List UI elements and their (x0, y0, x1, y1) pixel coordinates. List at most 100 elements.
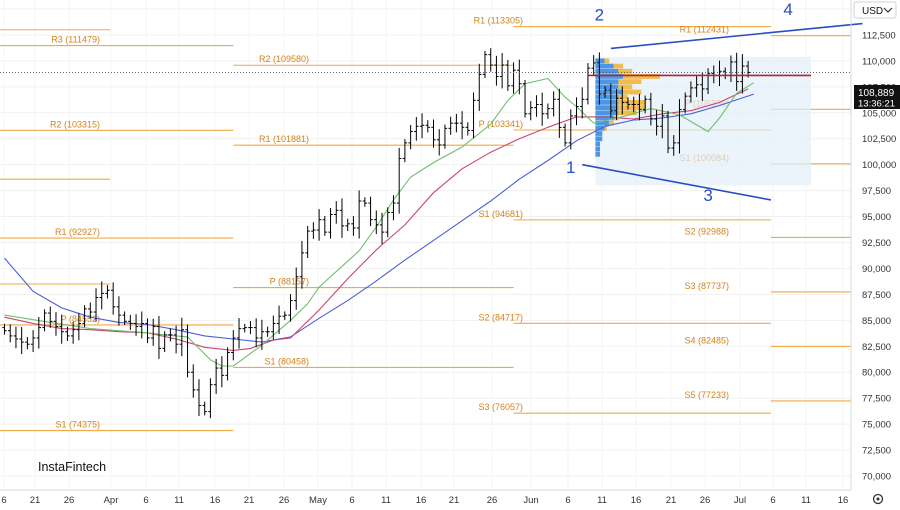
volume-bar-sell (609, 120, 614, 126)
candle (608, 83, 614, 118)
pivot-label: S1 (74375) (55, 420, 100, 430)
x-tick-label: 21 (244, 495, 255, 506)
chevron-down-icon (883, 7, 893, 13)
pivot-label: P (84552) (61, 314, 100, 324)
y-tick-label: 75,000 (862, 420, 891, 431)
candle (534, 95, 539, 117)
candle (242, 323, 247, 333)
candle (99, 281, 104, 310)
pivot-label: S2 (84717) (478, 312, 523, 322)
candle (208, 378, 213, 419)
volume-bar-sell (618, 105, 646, 110)
candle (614, 89, 619, 120)
candle (431, 119, 436, 148)
candle (151, 318, 156, 346)
volume-bar-buy (595, 146, 600, 152)
candle (740, 54, 745, 94)
candle (248, 321, 253, 335)
candle (168, 328, 173, 342)
candle (288, 294, 293, 322)
candle (202, 401, 207, 416)
y-tick-label: 70,000 (862, 472, 891, 483)
x-tick-label: May (309, 495, 327, 506)
y-tick-label: 85,000 (862, 316, 891, 327)
candle (328, 208, 333, 239)
candle (311, 222, 316, 239)
candle (368, 196, 373, 227)
trend-line (610, 22, 863, 50)
wave-label: 3 (703, 186, 712, 205)
pivot-label: R1 (92927) (55, 227, 100, 237)
candle (574, 97, 579, 126)
candle (105, 285, 110, 299)
volume-bar-sell (622, 74, 660, 79)
candle (225, 347, 230, 381)
candle (517, 59, 522, 95)
candle (602, 86, 608, 98)
volume-bar-buy (595, 84, 619, 90)
candle (454, 113, 459, 133)
candle (648, 92, 654, 126)
pivot-label: R3 (111479) (51, 35, 100, 45)
y-tick-label: 97,500 (862, 186, 891, 197)
candle (694, 75, 699, 98)
ema-slow-line (4, 93, 754, 343)
y-tick-label: 95,000 (862, 212, 891, 223)
volume-bar-buy (595, 100, 619, 105)
candle (299, 240, 305, 289)
x-axis[interactable]: 6 21 26 Apr 6 11 16 21 26 May 6 11 16 21 26 Jun 6 11 16 21 2… (1, 495, 848, 506)
x-tick-label: 6 (1, 495, 6, 506)
candle (162, 331, 167, 353)
candle (528, 101, 533, 121)
volume-bar-buy (595, 120, 610, 126)
candle (396, 147, 402, 214)
x-tick-label: 21 (666, 495, 677, 506)
volume-bar-buy (595, 79, 619, 85)
volume-bar-buy (595, 68, 619, 74)
candle (76, 312, 82, 341)
candle (700, 72, 705, 101)
candle (442, 124, 448, 149)
settings-button[interactable] (872, 493, 884, 505)
candle (465, 122, 471, 136)
candle (305, 225, 310, 258)
candle (591, 55, 596, 76)
volume-bar-sell (618, 84, 633, 90)
candle (179, 317, 185, 357)
candle (580, 87, 585, 119)
candle (133, 314, 139, 336)
candle (345, 218, 350, 232)
x-tick-label: 16 (631, 495, 642, 506)
candle (25, 337, 30, 350)
candle (471, 92, 476, 139)
candle (110, 282, 116, 315)
volume-bar-buy (595, 141, 600, 147)
currency-button[interactable]: USD (853, 1, 897, 19)
candle (688, 81, 694, 103)
volume-bar-buy (595, 151, 600, 157)
candle (219, 356, 225, 388)
ema-fast-line (4, 77, 755, 367)
volume-bar-buy (595, 58, 605, 64)
candle (316, 209, 322, 241)
x-tick-label: 6 (770, 495, 775, 506)
gear-icon (872, 493, 884, 505)
currency-label: USD (862, 6, 883, 17)
wave-label: 2 (595, 5, 604, 24)
candle (236, 318, 242, 349)
price-badge: 108,889 13:36:21 (854, 85, 900, 110)
candle (642, 95, 648, 114)
candle (408, 124, 413, 150)
volume-bar-buy (595, 131, 603, 136)
candles (2, 48, 751, 419)
candle (276, 305, 282, 335)
volume-bar-sell (618, 68, 633, 74)
candle (677, 99, 682, 154)
candle (734, 52, 739, 91)
volume-bar-sell (618, 94, 628, 100)
candle (511, 62, 516, 94)
pivot-label: R1 (101881) (259, 134, 309, 144)
y-axis[interactable]: 70,000 72,500 75,000 77,500 80,000 82,500 85,0… (862, 5, 896, 483)
x-tick-label: 11 (597, 495, 607, 506)
